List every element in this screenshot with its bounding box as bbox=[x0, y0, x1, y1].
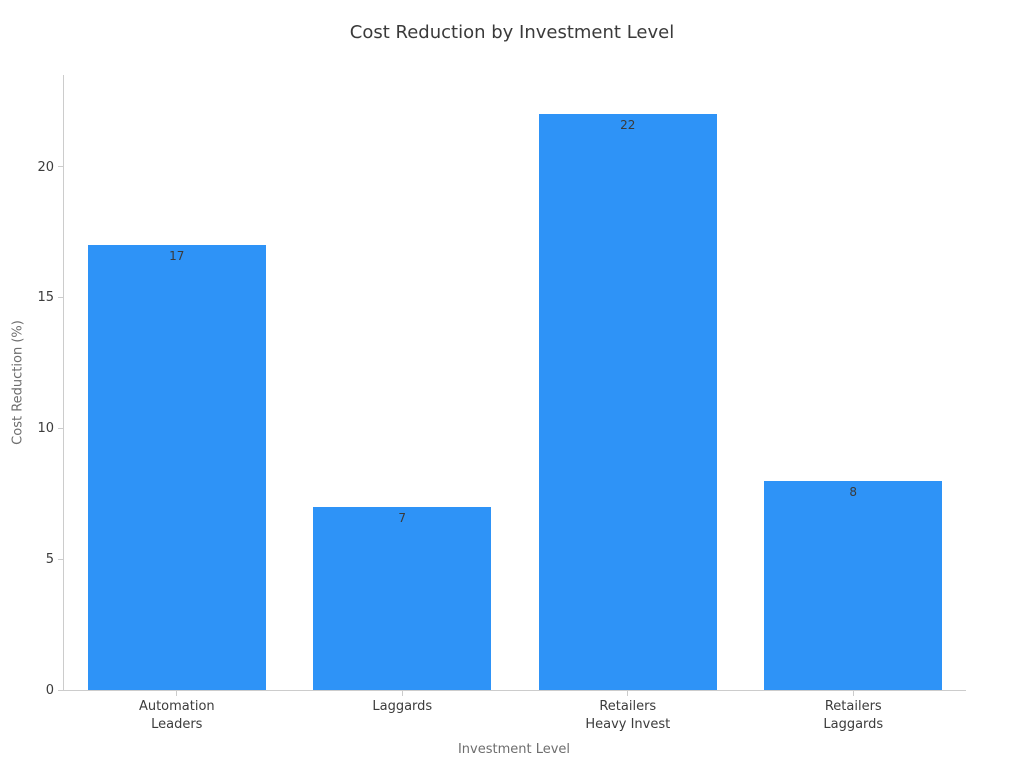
x-tick-mark bbox=[852, 691, 854, 696]
plot-area: 17 Automation Leaders 7 Laggards 22 Retailers… bbox=[37, 75, 966, 732]
bar: 8 bbox=[764, 481, 943, 690]
bar-value-label: 17 bbox=[169, 249, 185, 263]
bar-value-label: 8 bbox=[849, 485, 858, 499]
y-tick-label: 20 bbox=[37, 159, 54, 175]
y-tick-mark bbox=[58, 427, 63, 429]
bar: 17 bbox=[87, 245, 266, 690]
bar: 22 bbox=[538, 114, 717, 690]
x-tick-label: Automation Leaders bbox=[138, 699, 215, 733]
x-tick-mark bbox=[401, 691, 403, 696]
x-tick-mark bbox=[176, 691, 178, 696]
y-tick-label: 10 bbox=[37, 421, 54, 437]
y-tick-label: 5 bbox=[45, 552, 54, 568]
x-tick-label: Retailers Heavy Invest bbox=[585, 699, 671, 733]
bar-value-label: 22 bbox=[620, 118, 636, 132]
bar: 7 bbox=[313, 507, 492, 690]
x-axis-label: Investment Level bbox=[457, 742, 571, 757]
x-tick-mark bbox=[627, 691, 629, 696]
y-tick-mark bbox=[58, 689, 63, 691]
bar-value-label: 7 bbox=[398, 511, 407, 525]
y-tick-mark bbox=[58, 166, 63, 168]
y-tick-mark bbox=[58, 558, 63, 560]
chart-title: Cost Reduction by Investment Level bbox=[349, 22, 675, 43]
y-tick-label: 0 bbox=[45, 683, 54, 698]
x-tick-label: Laggards bbox=[372, 699, 433, 714]
y-axis-label: Cost Reduction (%) bbox=[10, 320, 26, 445]
x-tick-label: Retailers Laggards bbox=[823, 699, 884, 733]
y-tick-mark bbox=[58, 296, 63, 298]
y-tick-label: 15 bbox=[37, 290, 54, 306]
